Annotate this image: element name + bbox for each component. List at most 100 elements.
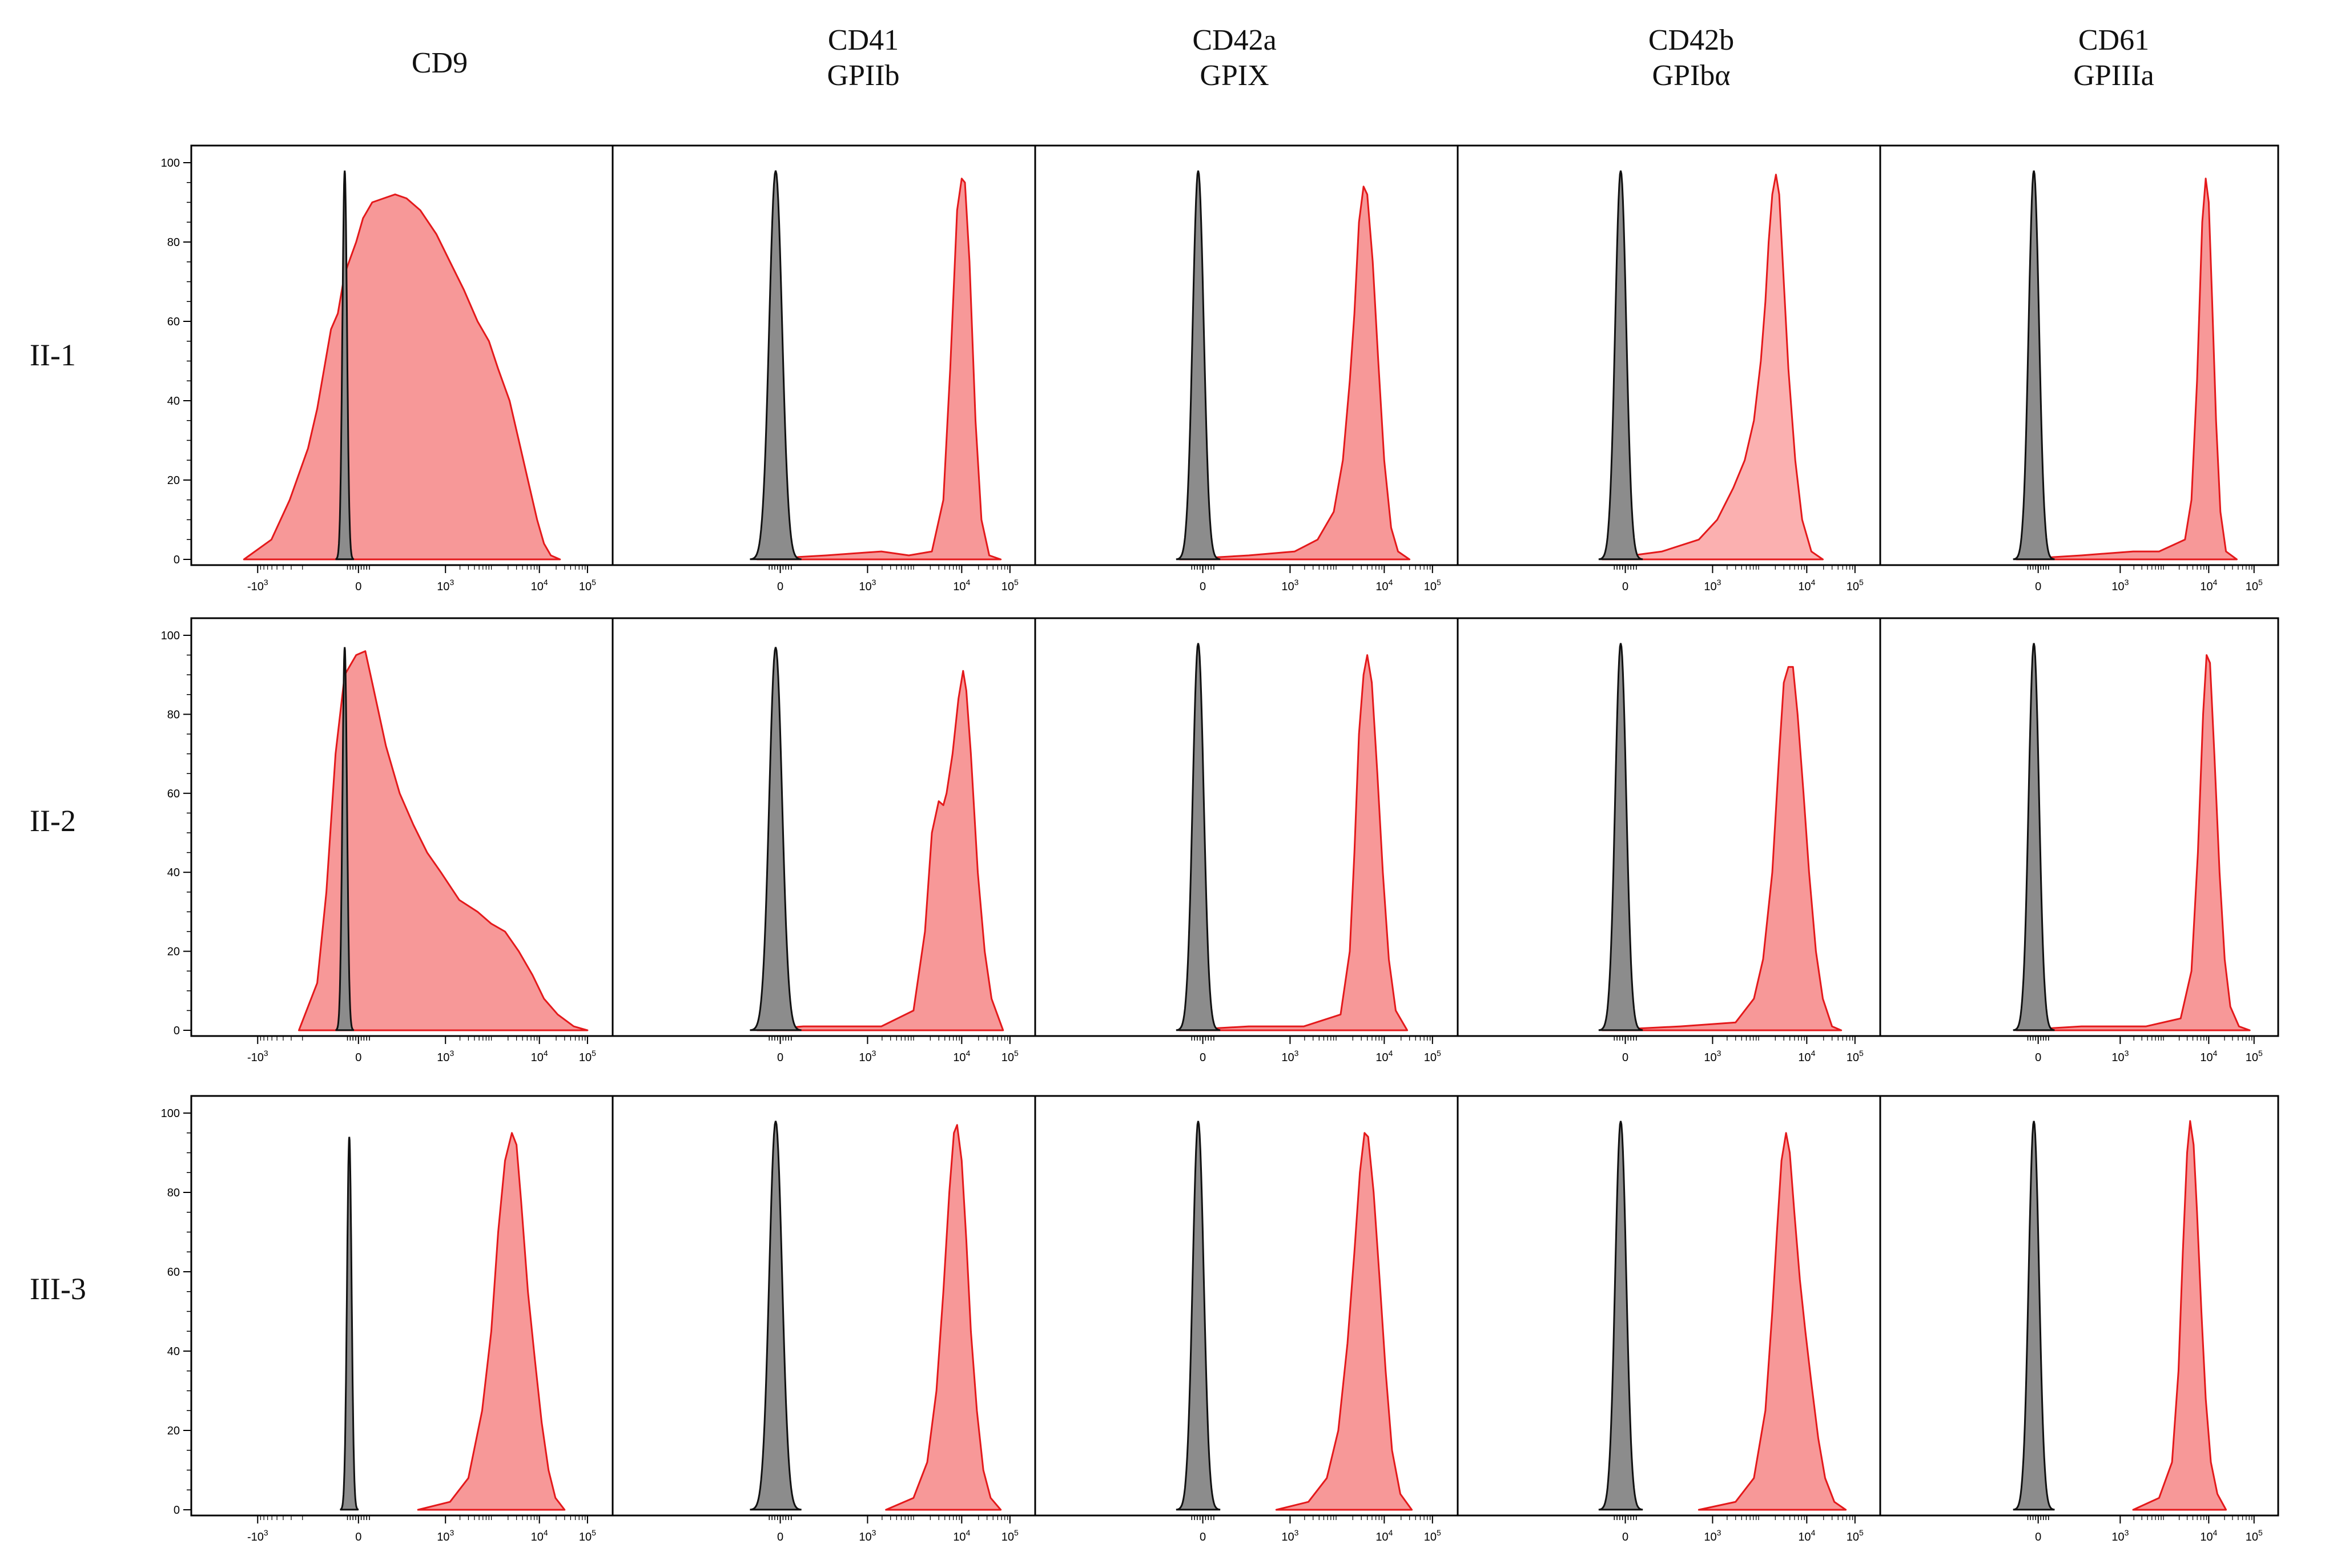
sample-histogram [1275,1132,1413,1511]
sample-histogram [1601,666,1843,1031]
control-histogram [2013,643,2055,1031]
x-tick-label: 105 [579,1528,596,1543]
column-title-cd61: CD61 GPIIIa [1977,23,2251,94]
control-histogram [335,170,355,561]
column-title-cd42a: CD42a GPIX [1097,23,1371,94]
x-tick-label: 103 [2111,1049,2129,1064]
x-tick-label: 104 [531,578,548,593]
histogram-panel: 0 103 104 105 [612,144,1036,593]
x-tick-label: 104 [2200,1049,2217,1064]
histogram-panel: 0 103 104 105 [1879,144,2279,593]
x-tick-label: 0 [777,1051,783,1064]
x-tick-label: 105 [1001,578,1019,593]
y-tick-label: 20 [167,1425,180,1437]
x-tick-label: 104 [2200,578,2217,593]
y-tick-label: 60 [167,1266,180,1279]
x-tick-label: 0 [1200,581,1206,593]
sample-histogram [756,670,1004,1031]
y-tick-label: 60 [167,316,180,328]
sample-histogram [885,1124,1002,1511]
column-title-line2: GPIbα [1652,59,1731,92]
x-tick-label: 104 [1798,1049,1815,1064]
x-tick-label: 103 [1281,1049,1298,1064]
column-title-cd41: CD41 GPIIb [726,23,1000,94]
y-tick-label: 60 [167,788,180,800]
histogram-panel: 0 103 104 105 [612,1095,1036,1543]
sample-histogram [417,1132,566,1511]
column-title-line1: CD9 [411,47,468,79]
column-title-line2: GPIIIa [2073,59,2154,92]
sample-histogram [1178,186,1411,561]
y-tick-label: 100 [161,630,180,642]
histogram-panel: 0 103 104 105 [1879,1095,2279,1543]
x-tick-label: 0 [1200,1531,1206,1543]
column-title-line1: CD42a [1192,24,1277,57]
histogram-panel: 0 103 104 105 [1457,617,1881,1064]
x-tick-label: 0 [2035,581,2041,593]
histogram-panel: 0 20 40 60 80 100 -103 0 103 104 105 [161,144,614,593]
x-tick-label: 105 [1001,1049,1019,1064]
sample-histogram [1601,174,1824,561]
x-tick-label: 104 [1798,1528,1815,1543]
control-histogram [750,647,802,1031]
y-tick-label: 80 [167,236,180,249]
sample-histogram [1178,654,1409,1031]
x-tick-label: 103 [2111,1528,2129,1543]
y-tick-label: 0 [174,1504,180,1517]
histogram-panel: 0 103 104 105 [1034,617,1459,1064]
sample-histogram [1698,1132,1847,1511]
x-tick-label: 0 [355,1531,361,1543]
x-tick-label: -103 [247,1528,268,1543]
histogram-panel: 0 103 104 105 [1034,1095,1459,1543]
control-histogram [1176,170,1221,561]
y-tick-label: 100 [161,1107,180,1120]
control-histogram [2013,1120,2055,1511]
panel-frame [1457,144,1881,566]
sample-histogram [2132,1120,2227,1511]
histogram-panel: 0 103 104 105 [612,617,1036,1064]
x-tick-label: 105 [1847,1528,1864,1543]
column-title-line2: GPIIb [827,59,900,92]
control-histogram [750,1120,802,1511]
x-tick-label: 103 [437,1049,454,1064]
x-tick-label: 105 [2246,1049,2263,1064]
y-tick-label: 80 [167,708,180,721]
x-tick-label: 105 [1847,578,1864,593]
x-tick-label: 105 [1424,578,1441,593]
panel-frame [1879,144,2279,566]
histogram-panel: 0 103 104 105 [1034,144,1459,593]
y-tick-label: 40 [167,1345,180,1358]
x-tick-label: 104 [2200,1528,2217,1543]
x-tick-label: 105 [1847,1049,1864,1064]
x-tick-label: 103 [1281,1528,1298,1543]
y-tick-label: 40 [167,866,180,879]
y-tick-label: 0 [174,1025,180,1037]
x-tick-label: 103 [1281,578,1298,593]
x-tick-label: 104 [953,1528,970,1543]
row-label-iii-3: III-3 [30,1272,86,1306]
control-histogram [1176,643,1221,1031]
x-tick-label: 0 [777,581,783,593]
histogram-panel: 0 20 40 60 80 100 -103 0 103 104 105 [161,617,614,1064]
y-tick-label: 100 [161,157,180,170]
row-label-ii-2: II-2 [30,804,76,838]
x-tick-label: 105 [579,578,596,593]
y-tick-label: 20 [167,946,180,958]
control-histogram [2013,170,2055,561]
x-tick-label: 105 [2246,578,2263,593]
sample-histogram [2016,654,2251,1031]
x-tick-label: 0 [1622,581,1628,593]
x-tick-label: 0 [777,1531,783,1543]
x-tick-label: 104 [531,1528,548,1543]
panel-frame [190,1095,614,1517]
sample-histogram [756,178,1002,561]
x-tick-label: 103 [2111,578,2129,593]
x-tick-label: 0 [2035,1531,2041,1543]
x-tick-label: 103 [859,1049,876,1064]
column-title-line2: GPIX [1200,59,1269,92]
panel-frame [1034,1095,1459,1517]
x-tick-label: -103 [247,578,268,593]
control-histogram [750,170,802,561]
row-label-ii-1: II-1 [30,338,76,372]
